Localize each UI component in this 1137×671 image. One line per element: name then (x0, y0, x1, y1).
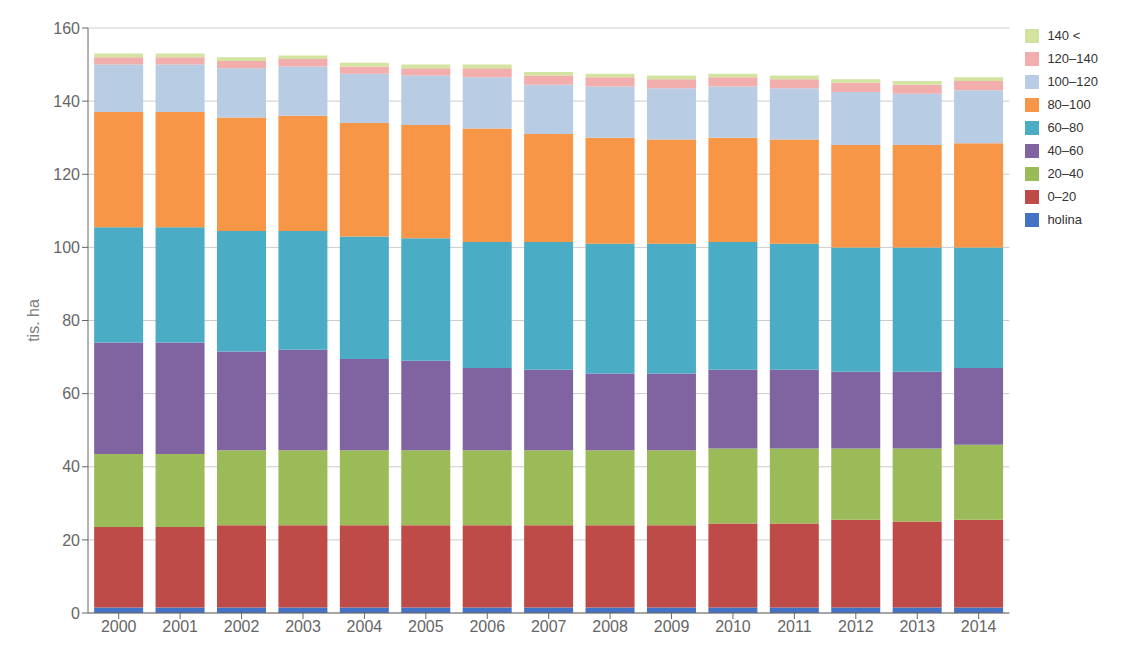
svg-text:2008: 2008 (592, 618, 628, 635)
svg-text:2003: 2003 (285, 618, 321, 635)
html-text:40–60: 40–60 (1047, 143, 1084, 158)
html-text:holina: holina (1047, 212, 1083, 227)
svg-text:2000: 2000 (101, 618, 137, 635)
svg-text:20: 20 (62, 532, 80, 549)
html-text:60–80: 60–80 (1047, 120, 1084, 135)
svg-text:2013: 2013 (899, 618, 935, 635)
svg-text:80: 80 (62, 312, 80, 329)
svg-text:2007: 2007 (531, 618, 567, 635)
svg-text:2004: 2004 (347, 618, 383, 635)
svg-text:2011: 2011 (777, 618, 812, 635)
html-text:80–100: 80–100 (1047, 97, 1091, 112)
svg-text:2010: 2010 (715, 618, 751, 635)
svg-text:120: 120 (53, 166, 80, 183)
html-text:140 <: 140 < (1047, 28, 1081, 43)
html-text:100–120: 100–120 (1047, 74, 1098, 89)
svg-text:2012: 2012 (838, 618, 874, 635)
svg-text:2014: 2014 (961, 618, 997, 635)
svg-text:100: 100 (53, 239, 80, 256)
svg-text:2002: 2002 (224, 618, 260, 635)
svg-text:2005: 2005 (408, 618, 444, 635)
html-text:0–20: 0–20 (1047, 189, 1077, 204)
svg-text:tis. ha: tis. ha (25, 299, 42, 342)
svg-text:0: 0 (71, 605, 80, 622)
html-text:120–140: 120–140 (1047, 51, 1098, 66)
svg-text:160: 160 (53, 20, 80, 37)
svg-text:40: 40 (62, 458, 80, 475)
html-text:20–40: 20–40 (1047, 166, 1084, 181)
svg-text:140: 140 (53, 93, 80, 110)
svg-text:2001: 2001 (162, 618, 198, 635)
svg-text:2009: 2009 (654, 618, 690, 635)
svg-text:60: 60 (62, 385, 80, 402)
svg-text:2006: 2006 (469, 618, 505, 635)
